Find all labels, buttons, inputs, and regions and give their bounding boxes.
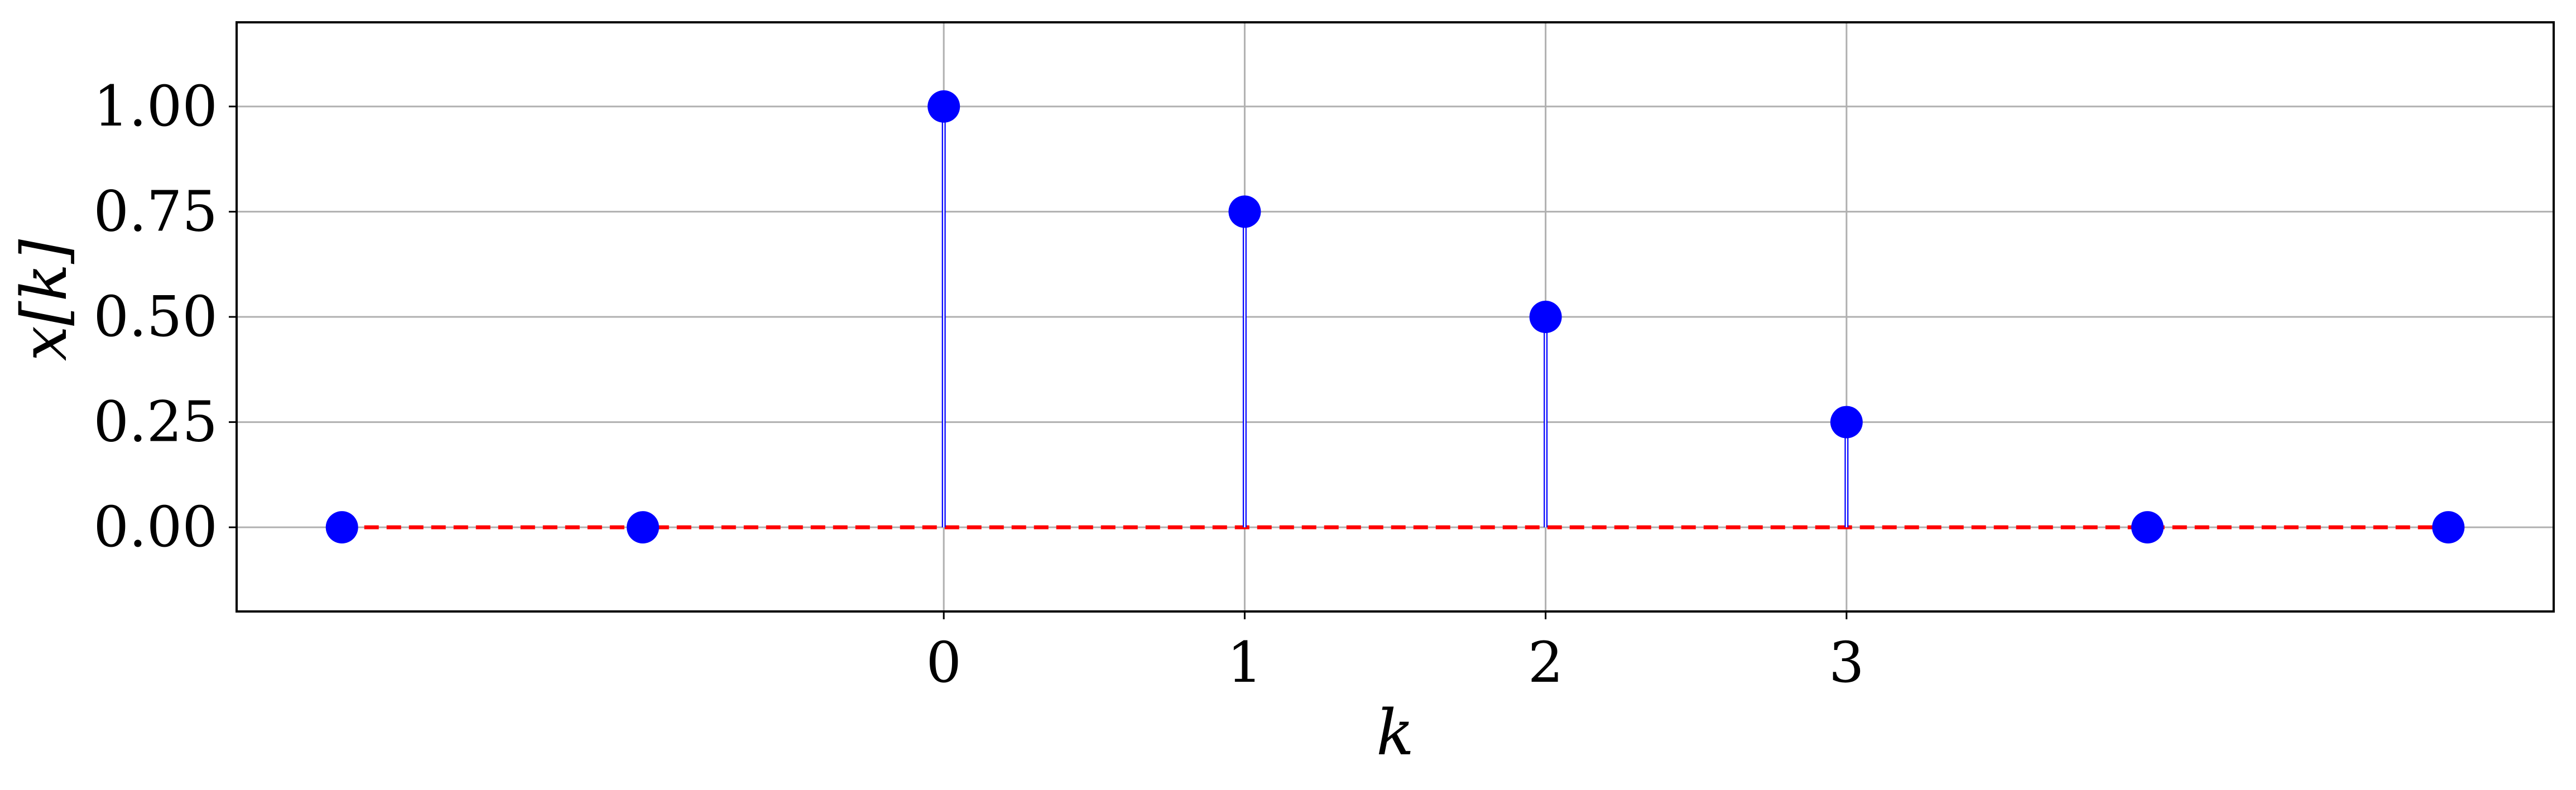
x-axis-label: k xyxy=(1376,697,1414,769)
y-tick-label-4: 1.00 xyxy=(93,74,218,139)
x-tick-label-0: 0 xyxy=(926,630,962,695)
marker-point-0 xyxy=(325,511,358,544)
y-tick-label-0: 0.00 xyxy=(93,494,218,560)
x-tick-label-3: 3 xyxy=(1829,630,1864,695)
marker-point-1 xyxy=(626,511,659,544)
marker-point-5 xyxy=(1830,406,1863,439)
marker-point-3 xyxy=(1228,195,1261,228)
stems xyxy=(941,106,1849,528)
y-tick-label-2: 0.50 xyxy=(93,284,218,349)
marker-point-4 xyxy=(1529,301,1562,333)
markers xyxy=(325,90,2465,544)
marker-point-6 xyxy=(2131,511,2164,544)
marker-point-7 xyxy=(2432,511,2465,544)
x-tick-labels: 0 1 2 3 xyxy=(926,611,1864,695)
y-tick-labels: 0.00 0.25 0.50 0.75 1.00 xyxy=(93,74,237,560)
marker-point-2 xyxy=(927,90,960,123)
x-tick-label-1: 1 xyxy=(1227,630,1263,695)
y-axis-label: x[k] xyxy=(8,239,81,361)
y-tick-label-1: 0.25 xyxy=(93,389,218,455)
y-tick-label-3: 0.75 xyxy=(93,179,218,244)
x-tick-label-2: 2 xyxy=(1528,630,1564,695)
